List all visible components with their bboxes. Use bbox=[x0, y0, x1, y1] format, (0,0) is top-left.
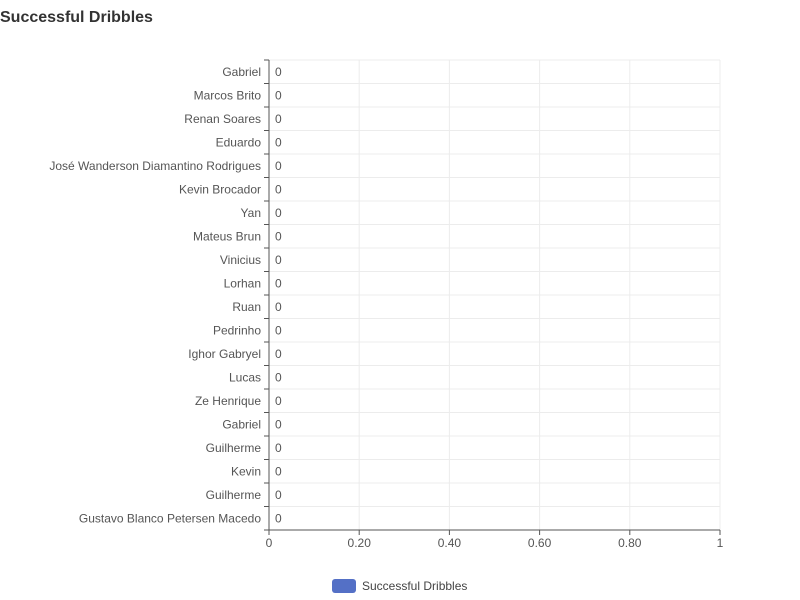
value-label: 0 bbox=[275, 253, 282, 267]
legend[interactable]: Successful Dribbles bbox=[332, 579, 467, 593]
value-label: 0 bbox=[275, 88, 282, 102]
value-label: 0 bbox=[275, 182, 282, 196]
category-label: Mateus Brun bbox=[193, 229, 261, 243]
category-label: Ruan bbox=[232, 300, 261, 314]
legend-label: Successful Dribbles bbox=[362, 579, 468, 593]
x-tick-label: 0.20 bbox=[348, 536, 372, 550]
category-label: Pedrinho bbox=[213, 323, 261, 337]
value-label: 0 bbox=[275, 159, 282, 173]
category-label: Vinicius bbox=[220, 253, 261, 267]
value-label: 0 bbox=[275, 112, 282, 126]
x-tick-label: 0.80 bbox=[618, 536, 642, 550]
value-label: 0 bbox=[275, 441, 282, 455]
axes bbox=[264, 59, 721, 535]
value-label: 0 bbox=[275, 417, 282, 431]
value-label: 0 bbox=[275, 135, 282, 149]
category-label: Renan Soares bbox=[184, 112, 261, 126]
category-label: Eduardo bbox=[216, 135, 262, 149]
category-label: Lucas bbox=[229, 370, 261, 384]
value-label: 0 bbox=[275, 65, 282, 79]
category-label: José Wanderson Diamantino Rodrigues bbox=[49, 159, 261, 173]
category-label: Guilherme bbox=[206, 488, 262, 502]
category-label: Yan bbox=[241, 206, 261, 220]
category-label: Kevin bbox=[231, 464, 261, 478]
value-label: 0 bbox=[275, 347, 282, 361]
value-label: 0 bbox=[275, 394, 282, 408]
value-label: 0 bbox=[275, 276, 282, 290]
value-label: 0 bbox=[275, 206, 282, 220]
category-label: Gabriel bbox=[222, 417, 261, 431]
value-label: 0 bbox=[275, 511, 282, 525]
x-tick-label: 0.60 bbox=[528, 536, 552, 550]
grid-lines bbox=[269, 59, 721, 530]
value-label: 0 bbox=[275, 370, 282, 384]
x-tick-label: 0.40 bbox=[438, 536, 462, 550]
category-label: Ze Henrique bbox=[195, 394, 261, 408]
category-label: Kevin Brocador bbox=[179, 182, 261, 196]
x-tick-label: 1 bbox=[717, 536, 724, 550]
value-label: 0 bbox=[275, 488, 282, 502]
legend-swatch bbox=[332, 579, 356, 593]
category-label: Guilherme bbox=[206, 441, 262, 455]
chart-title: Successful Dribbles bbox=[0, 9, 153, 26]
category-label: Lorhan bbox=[224, 276, 261, 290]
category-label: Gabriel bbox=[222, 65, 261, 79]
value-label: 0 bbox=[275, 300, 282, 314]
value-label: 0 bbox=[275, 323, 282, 337]
category-label: Gustavo Blanco Petersen Macedo bbox=[79, 511, 261, 525]
x-tick-label: 0 bbox=[266, 536, 273, 550]
value-label: 0 bbox=[275, 229, 282, 243]
category-label: Ighor Gabryel bbox=[188, 347, 261, 361]
value-label: 0 bbox=[275, 464, 282, 478]
category-label: Marcos Brito bbox=[194, 88, 262, 102]
